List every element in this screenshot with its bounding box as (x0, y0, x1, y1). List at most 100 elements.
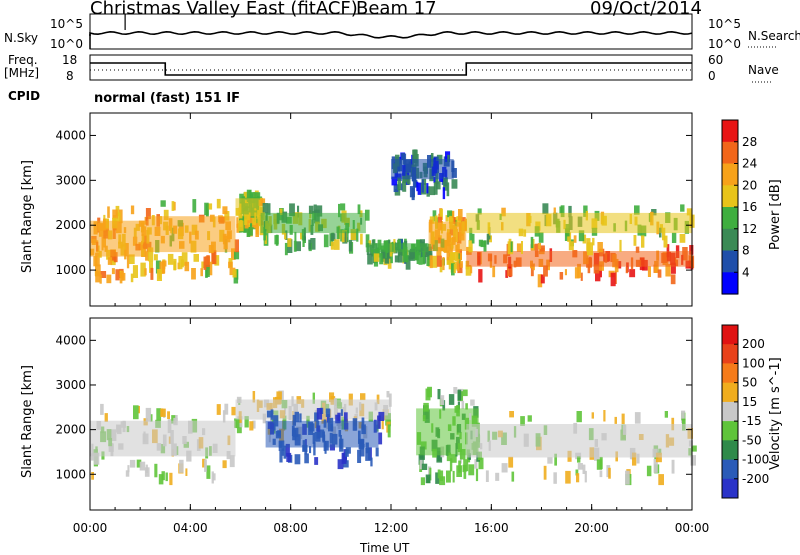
power-cell (456, 216, 462, 227)
power-cell (231, 248, 236, 260)
velocity-cell (100, 403, 104, 415)
velocity-cell (465, 403, 468, 410)
velocity-cell (179, 459, 184, 473)
noise-right-top-tick: 10^5 (708, 17, 741, 31)
power-cell (391, 176, 397, 186)
power-cell (671, 232, 677, 243)
velocity-cell (377, 415, 381, 429)
power-cell (553, 207, 556, 214)
power-cell (679, 234, 686, 243)
power-cell (371, 249, 374, 257)
power-colorbar-segment (722, 228, 738, 252)
velocity-cell (453, 387, 458, 394)
power-cell (429, 255, 433, 269)
power-cell (537, 243, 541, 250)
power-region-core (235, 198, 261, 217)
power-cell (471, 233, 475, 244)
power-cell (469, 227, 473, 241)
power-cell (582, 234, 587, 244)
velocity-cell (421, 463, 428, 470)
x-tick-label: 12:00 (374, 521, 409, 535)
velocity-cell (452, 470, 455, 483)
velocity-cell (501, 463, 508, 473)
power-cell (173, 258, 177, 270)
power-cell (666, 244, 670, 258)
power-cell (402, 182, 407, 192)
power-cell (373, 253, 380, 262)
velocity-cell (478, 457, 484, 470)
power-cell (426, 183, 429, 194)
velocity-cell (292, 414, 296, 426)
y-tick-label: 4000 (55, 333, 86, 347)
power-cell (507, 241, 514, 255)
power-cell (411, 188, 415, 201)
power-cell (191, 268, 196, 280)
velocity-cell (136, 459, 142, 468)
power-cell (691, 214, 695, 228)
velocity-cell (636, 453, 640, 464)
power-cell (313, 204, 317, 214)
power-panel-bg (90, 113, 692, 306)
power-cell (446, 257, 451, 265)
velocity-cell (584, 470, 587, 483)
power-cell (578, 230, 585, 242)
velocity-cell (439, 476, 446, 486)
velocity-cell (565, 470, 571, 484)
power-cell (443, 177, 448, 191)
freq-label-line1: Freq. (8, 53, 38, 67)
freq-label-line2: [MHz] (4, 66, 40, 80)
velocity-cell (125, 470, 130, 477)
velocity-cell (222, 460, 227, 469)
power-cell (316, 205, 323, 217)
power-region-core (90, 220, 148, 257)
power-cell (470, 266, 473, 274)
power-cell (394, 255, 400, 263)
power-region-core (365, 243, 429, 253)
power-cell (118, 209, 123, 224)
velocity-cell (145, 407, 152, 422)
velocity-cell (165, 472, 168, 482)
power-cell (112, 209, 118, 219)
power-cell (680, 204, 685, 212)
power-cell (338, 203, 341, 218)
power-cell (100, 271, 107, 278)
power-cell (465, 265, 472, 276)
power-cell (633, 235, 637, 246)
power-cell (599, 264, 602, 278)
power-cell (132, 265, 138, 278)
power-cell (308, 205, 314, 214)
power-cell (577, 263, 581, 278)
power-cell (111, 268, 115, 275)
power-colorbar-tick-label: 28 (742, 135, 757, 149)
velocity-cell (329, 392, 335, 403)
velocity-cell (167, 411, 170, 419)
velocity-colorbar-tick-label: 50 (742, 376, 757, 390)
velocity-colorbar-segment (722, 421, 738, 441)
power-cell (429, 186, 435, 196)
power-cell (438, 216, 443, 224)
velocity-cell (658, 474, 664, 486)
power-cell (542, 203, 549, 215)
power-cell (597, 242, 603, 253)
power-region-core (391, 159, 454, 180)
power-cell (453, 264, 456, 274)
power-cell (295, 241, 301, 252)
power-cell (506, 264, 513, 277)
velocity-cell (671, 459, 675, 474)
velocity-cell (508, 456, 514, 468)
power-cell (160, 200, 166, 207)
velocity-cell (386, 391, 390, 398)
power-cell (654, 260, 659, 273)
power-cell (238, 220, 244, 232)
velocity-cell (608, 467, 611, 479)
velocity-cell (312, 392, 315, 404)
power-colorbar-segment (722, 163, 738, 186)
power-region-core (260, 212, 366, 234)
velocity-cell (451, 454, 457, 463)
power-cell (651, 209, 657, 216)
velocity-cell (204, 459, 207, 472)
power-cell (200, 268, 203, 277)
velocity-cell (216, 404, 221, 415)
power-cell (394, 188, 401, 196)
power-cell (635, 246, 640, 253)
